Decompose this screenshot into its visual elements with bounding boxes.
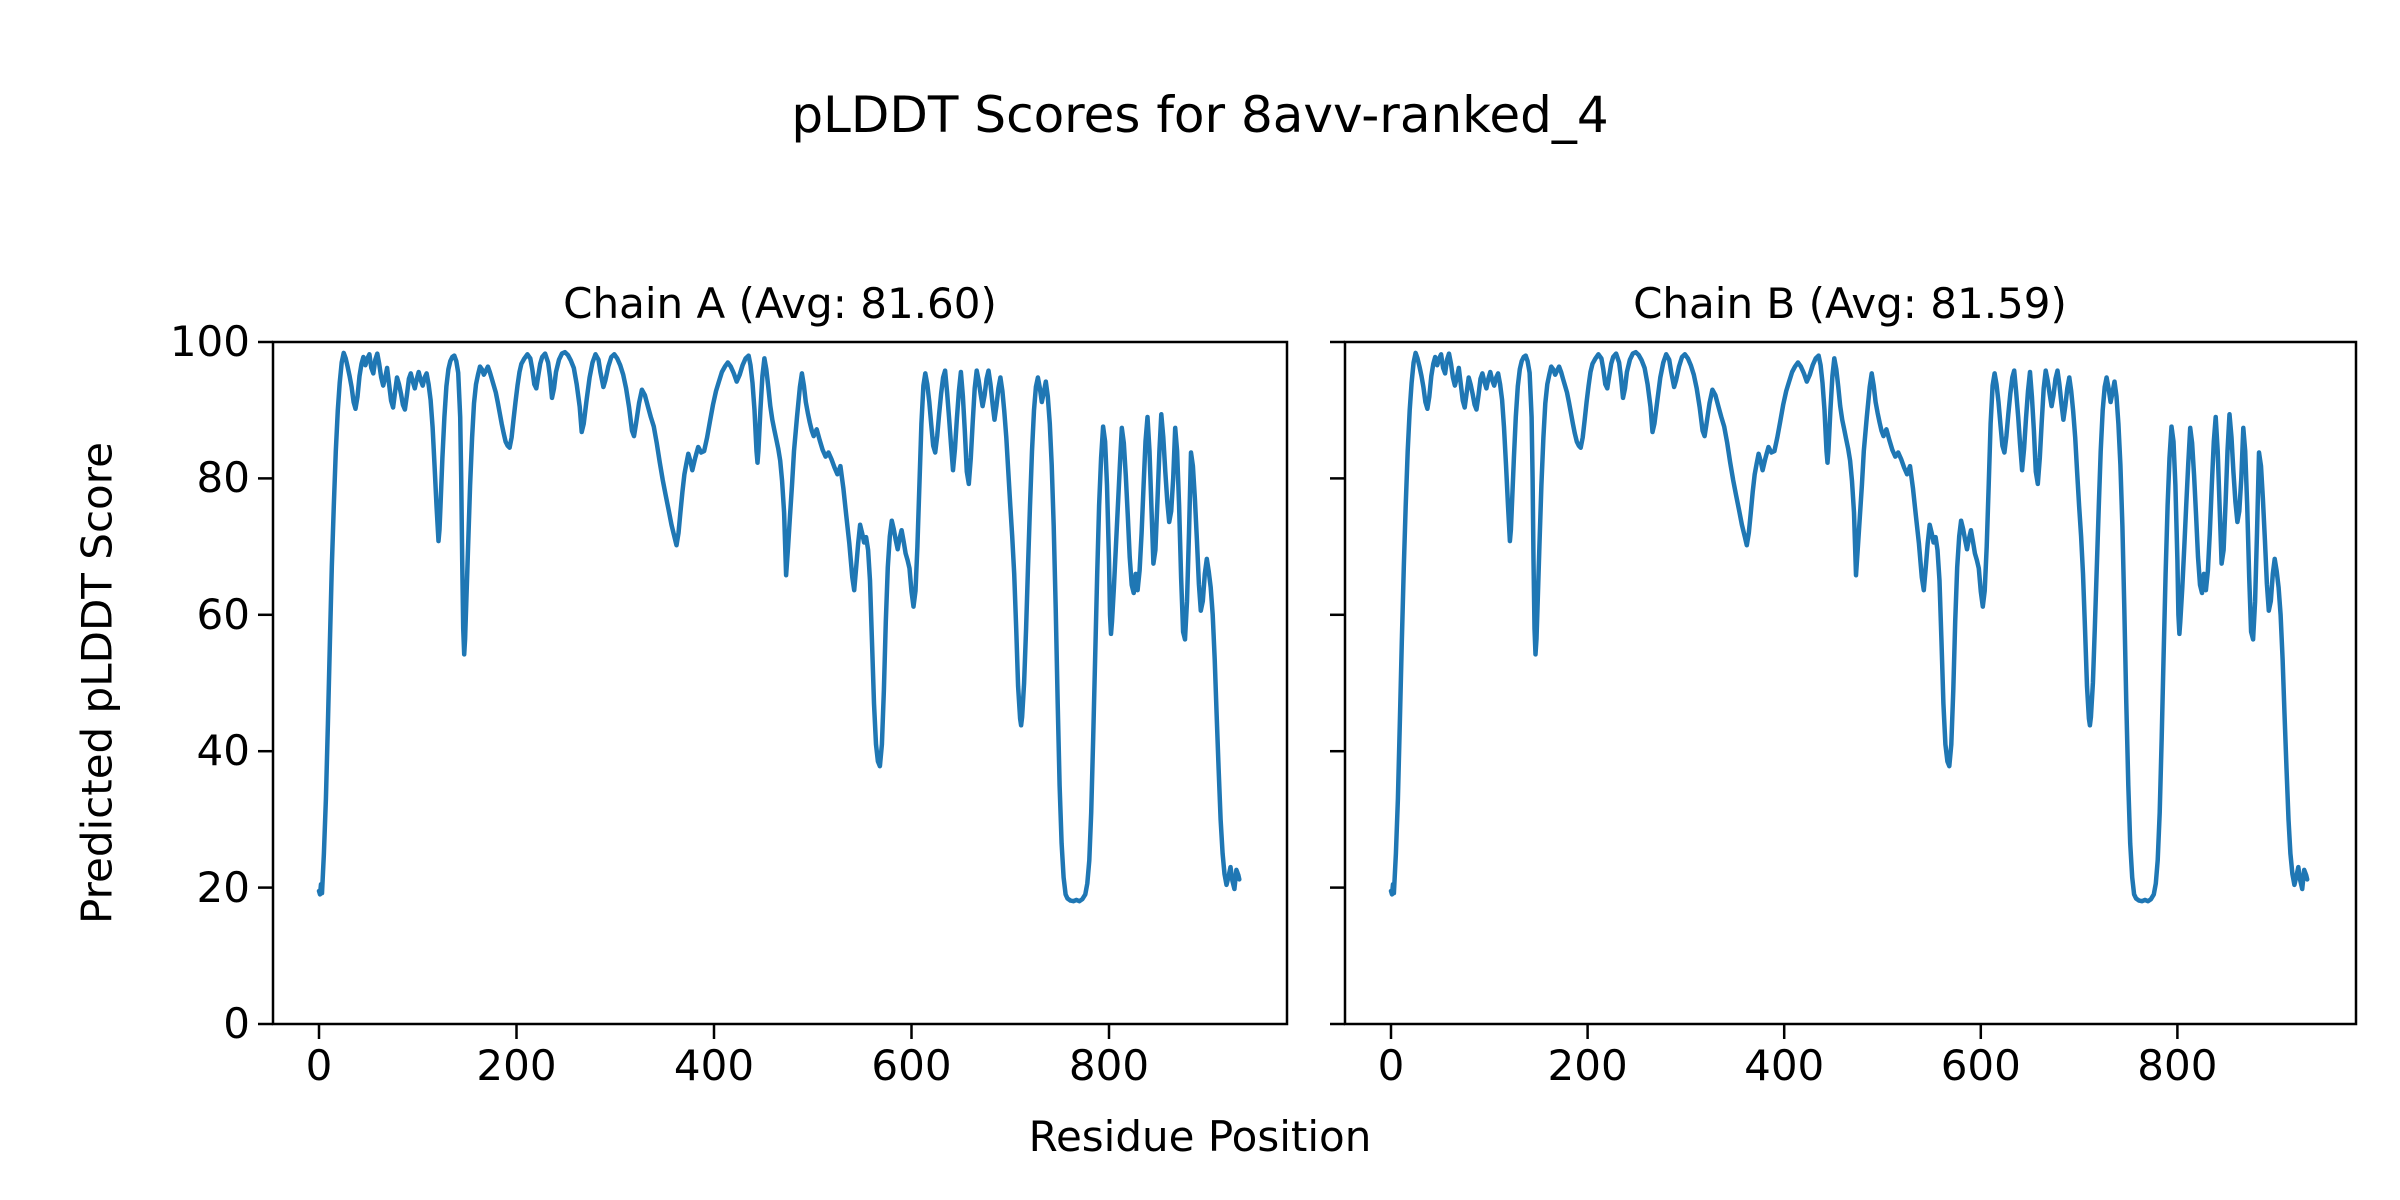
x-tick-label: 400 [673, 1041, 755, 1090]
y-tick-label: 100 [169, 317, 250, 366]
axes-frame-chain-a [271, 340, 1289, 1026]
chain-b-title: Chain B (Avg: 81.59) [1633, 279, 2067, 328]
x-tick-label: 400 [1744, 1041, 1825, 1090]
y-tick-label: 40 [196, 726, 250, 776]
figure-title: pLDDT Scores for 8avv-ranked_4 [791, 86, 1609, 144]
x-axis-label: Residue Position [1028, 1112, 1372, 1161]
plddt-line-chain-a [316, 349, 1242, 904]
y-tick-label: 0 [223, 999, 250, 1048]
x-tick-label: 600 [1940, 1041, 2021, 1090]
axes-frame-chain-b [1343, 340, 2358, 1026]
x-tick-label: 0 [1377, 1041, 1405, 1090]
plddt-line-chain-b [1388, 349, 2310, 904]
y-tick-label: 60 [196, 589, 250, 639]
chain-a-title: Chain A (Avg: 81.60) [563, 279, 997, 328]
x-tick-label: 800 [1068, 1041, 1150, 1090]
x-tick-label: 200 [1547, 1041, 1628, 1090]
x-tick-label: 800 [2137, 1041, 2218, 1090]
y-tick-label: 20 [196, 862, 250, 912]
x-tick-label: 600 [871, 1041, 952, 1090]
y-axis-label: Predicted pLDDT Score [72, 442, 122, 924]
x-tick-label: 200 [476, 1041, 557, 1090]
y-tick-label: 80 [196, 453, 250, 503]
x-tick-label: 0 [305, 1041, 333, 1090]
